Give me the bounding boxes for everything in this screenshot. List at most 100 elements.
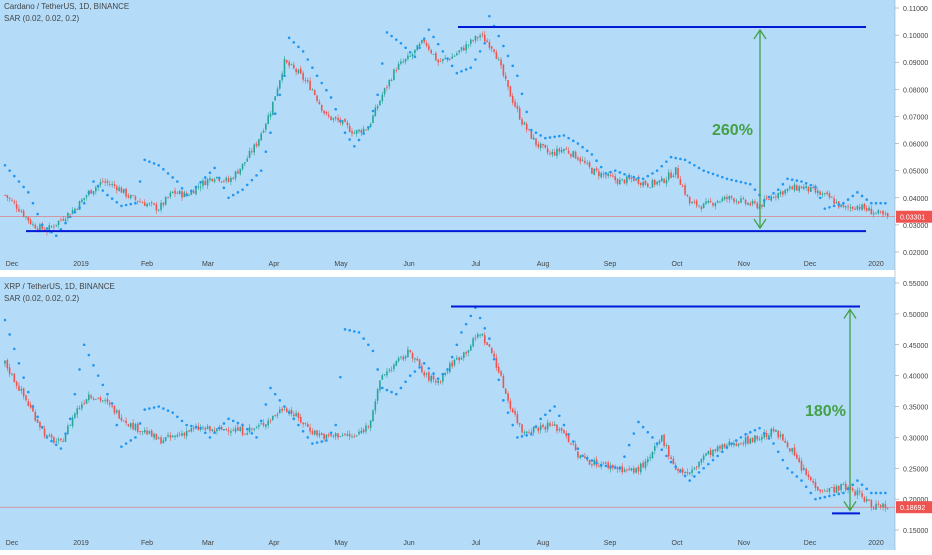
candle-body[interactable] (719, 445, 721, 449)
candle-body[interactable] (830, 196, 833, 198)
candle-body[interactable] (644, 461, 647, 468)
candle-body[interactable] (283, 58, 286, 75)
candle-body[interactable] (348, 125, 351, 133)
candle-body[interactable] (872, 508, 875, 510)
candle-body[interactable] (132, 195, 134, 196)
candle-body[interactable] (490, 46, 493, 49)
candle-body[interactable] (544, 426, 547, 430)
candle-body[interactable] (651, 179, 654, 188)
candle-body[interactable] (835, 486, 838, 493)
candle-body[interactable] (588, 460, 591, 465)
candle-body[interactable] (299, 416, 302, 423)
candle-body[interactable] (476, 37, 479, 39)
candle-body[interactable] (143, 429, 146, 433)
candle-body[interactable] (826, 490, 828, 492)
candle-body[interactable] (479, 334, 481, 336)
candle-body[interactable] (798, 186, 800, 191)
candle-body[interactable] (751, 437, 754, 443)
candle-body[interactable] (183, 192, 186, 198)
candle-body[interactable] (539, 425, 542, 431)
candle-body[interactable] (353, 132, 356, 134)
candle-body[interactable] (805, 468, 807, 475)
candle-body[interactable] (69, 425, 72, 426)
candle-body[interactable] (60, 438, 62, 441)
candle-body[interactable] (469, 345, 472, 351)
candle-body[interactable] (274, 96, 276, 101)
candle-body[interactable] (653, 179, 656, 185)
candle-body[interactable] (20, 211, 23, 213)
candle-body[interactable] (6, 360, 9, 369)
candle-body[interactable] (425, 373, 428, 375)
candle-body[interactable] (323, 110, 325, 114)
candle-body[interactable] (50, 226, 53, 228)
candle-body[interactable] (15, 203, 18, 209)
candle-body[interactable] (674, 167, 677, 175)
candle-body[interactable] (269, 113, 272, 117)
candle-body[interactable] (821, 490, 824, 492)
candle-body[interactable] (202, 180, 204, 187)
candle-body[interactable] (15, 381, 18, 386)
candle-body[interactable] (48, 435, 51, 437)
candle-body[interactable] (99, 182, 102, 185)
candle-body[interactable] (507, 80, 509, 87)
candle-body[interactable] (744, 199, 747, 204)
candle-body[interactable] (453, 359, 456, 366)
candle-body[interactable] (127, 195, 130, 198)
candle-body[interactable] (358, 431, 360, 435)
candle-body[interactable] (209, 426, 211, 431)
candle-body[interactable] (463, 47, 465, 51)
candle-body[interactable] (311, 430, 314, 435)
candle-body[interactable] (435, 52, 437, 61)
candle-body[interactable] (311, 89, 314, 91)
candle-body[interactable] (768, 435, 770, 438)
candle-body[interactable] (365, 425, 367, 432)
candle-body[interactable] (812, 187, 814, 189)
candle-body[interactable] (761, 204, 763, 207)
candle-body[interactable] (591, 464, 593, 466)
candle-body[interactable] (22, 210, 25, 217)
candle-body[interactable] (481, 34, 484, 36)
candle-body[interactable] (598, 465, 600, 467)
candle-body[interactable] (449, 58, 451, 60)
candle-body[interactable] (605, 175, 607, 177)
candle-body[interactable] (467, 44, 470, 46)
candle-body[interactable] (819, 191, 821, 195)
candle-body[interactable] (549, 423, 551, 426)
candle-body[interactable] (497, 59, 500, 61)
candle-body[interactable] (451, 56, 453, 59)
candle-body[interactable] (772, 197, 775, 199)
candle-body[interactable] (136, 423, 139, 432)
candle-body[interactable] (171, 191, 174, 193)
candle-body[interactable] (323, 433, 325, 440)
candle-body[interactable] (865, 208, 868, 211)
candle-body[interactable] (334, 433, 337, 437)
candle-body[interactable] (127, 424, 130, 427)
candle-body[interactable] (174, 435, 176, 437)
candle-body[interactable] (20, 388, 23, 391)
candle-body[interactable] (837, 485, 840, 491)
candle-body[interactable] (777, 192, 780, 199)
candle-body[interactable] (600, 173, 603, 178)
candle-body[interactable] (854, 491, 856, 496)
candle-body[interactable] (858, 491, 861, 493)
candle-body[interactable] (223, 180, 225, 182)
candle-body[interactable] (642, 181, 644, 186)
candle-body[interactable] (39, 421, 41, 428)
candle-body[interactable] (719, 201, 721, 203)
candle-body[interactable] (858, 206, 861, 209)
candle-body[interactable] (467, 350, 470, 353)
candle-body[interactable] (337, 117, 339, 121)
candle-body[interactable] (623, 469, 626, 472)
candle-body[interactable] (309, 80, 311, 90)
candle-body[interactable] (640, 463, 642, 473)
candle-body[interactable] (784, 440, 786, 443)
candle-body[interactable] (451, 362, 453, 367)
candle-body[interactable] (204, 427, 207, 430)
candle-body[interactable] (390, 80, 393, 81)
candle-body[interactable] (516, 106, 519, 109)
candle-body[interactable] (444, 58, 446, 59)
xrp-symbol-title[interactable]: XRP / TetherUS, 1D, BINANCE (4, 282, 115, 291)
candle-body[interactable] (120, 187, 123, 193)
candle-body[interactable] (733, 198, 735, 202)
